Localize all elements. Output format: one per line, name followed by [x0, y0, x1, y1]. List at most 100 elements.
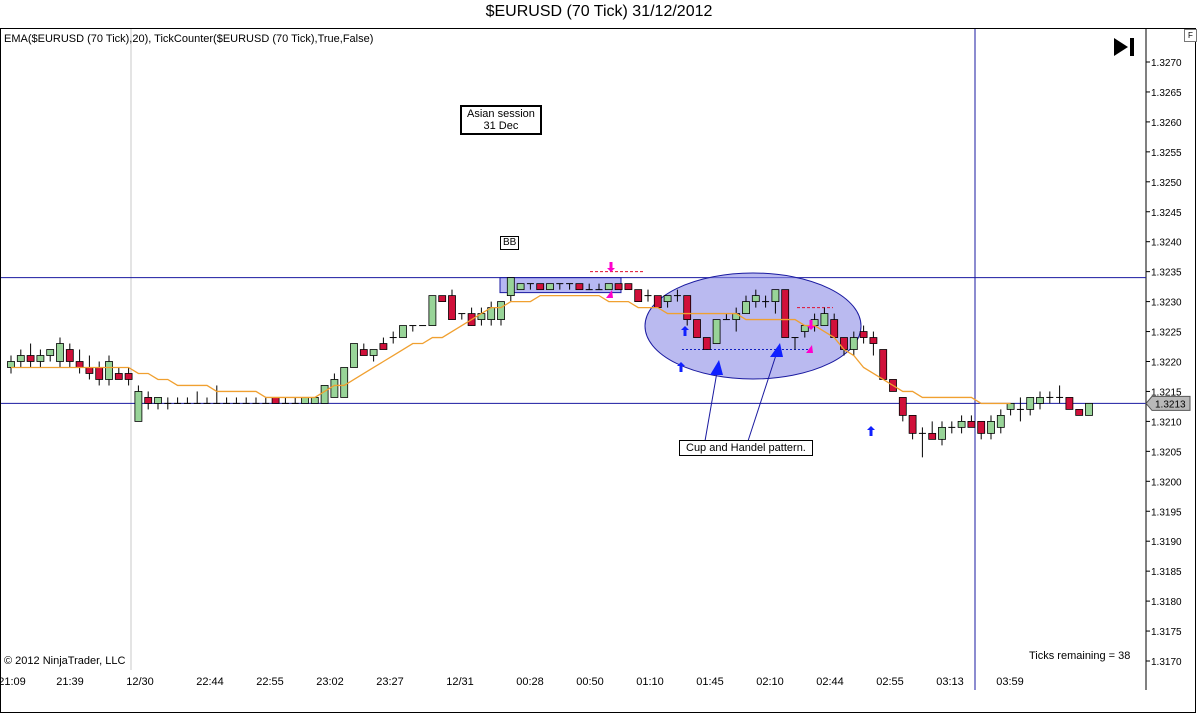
cup-handle-ellipse [644, 272, 862, 380]
asian-session-line2: 31 Dec [483, 120, 519, 132]
candle-body [359, 349, 368, 356]
y-tick-label: 1.3185 [1151, 567, 1182, 578]
last-price-label: 1.3213 [1155, 399, 1186, 410]
sell-arrow-icon [807, 320, 815, 330]
y-tick-label: 1.3200 [1151, 477, 1182, 488]
candle-body [938, 426, 946, 440]
candle-body [820, 313, 829, 326]
candle-body [712, 319, 721, 344]
candle-body [75, 361, 84, 368]
x-tick-label: 22:55 [256, 676, 284, 688]
buy-arrow-icon [681, 326, 689, 336]
ticks-remaining-label: Ticks remaining = 38 [1029, 650, 1131, 662]
candle-body [85, 367, 94, 374]
candle-body [575, 283, 584, 291]
x-tick-label: 01:45 [696, 676, 724, 688]
candle-body [859, 331, 868, 338]
y-tick-label: 1.3245 [1151, 208, 1182, 219]
candle-body [36, 355, 45, 362]
play-end-icon[interactable] [1113, 37, 1135, 57]
y-tick-label: 1.3205 [1151, 447, 1182, 458]
candle-body [849, 337, 858, 350]
candle-body [1026, 397, 1035, 410]
x-tick-label: 03:59 [996, 676, 1024, 688]
candle-body [320, 385, 329, 404]
buy-arrow-icon [677, 362, 685, 372]
candle-body [105, 361, 113, 380]
callout-arrowhead-icon [710, 360, 723, 375]
copyright-label: © 2012 NinjaTrader, LLC [4, 655, 126, 667]
chart-title: $EURUSD (70 Tick) 31/12/2012 [485, 3, 713, 20]
candle-body [26, 355, 35, 362]
candle-body [1085, 403, 1093, 416]
candle-body [399, 325, 407, 338]
asian-session-line1: Asian session [467, 108, 535, 120]
candle-body [65, 349, 74, 362]
candle-body [271, 397, 280, 404]
candle-body [908, 415, 917, 434]
x-tick-label: 02:10 [756, 676, 784, 688]
x-tick-label: 12/31 [446, 676, 474, 688]
cup-handle-label: Cup and Handel pattern. [679, 440, 813, 456]
x-tick-label: 03:13 [936, 676, 964, 688]
y-tick-label: 1.3230 [1151, 298, 1182, 309]
candle-body [310, 397, 319, 404]
candle-body [702, 337, 711, 350]
candle-body [840, 337, 848, 350]
callout-line [704, 371, 718, 442]
candle-body [506, 277, 515, 297]
y-tick-label: 1.3270 [1151, 58, 1182, 69]
candle-body [154, 397, 162, 404]
x-tick-label: 23:02 [316, 676, 344, 688]
candle-body [634, 289, 643, 302]
y-tick-label: 1.3180 [1151, 597, 1182, 608]
candle-body [879, 349, 888, 380]
candle-body [987, 420, 995, 434]
y-tick-label: 1.3235 [1151, 268, 1182, 279]
x-tick-label: 21:09 [0, 676, 26, 688]
y-tick-label: 1.3170 [1151, 657, 1182, 668]
y-tick-label: 1.3265 [1151, 88, 1182, 99]
candle-body [95, 367, 104, 380]
x-tick-label: 21:39 [56, 676, 84, 688]
x-tick-label: 00:28 [516, 676, 544, 688]
candle-body [379, 343, 388, 350]
x-tick-label: 01:10 [636, 676, 664, 688]
callout-arrowhead-icon [770, 343, 783, 357]
candle-body [301, 397, 309, 404]
y-tick-label: 1.3225 [1151, 328, 1182, 339]
small-pink-marker-icon [806, 345, 813, 353]
candle-body [663, 295, 672, 302]
callout-line [747, 351, 778, 442]
candle-body [428, 295, 437, 326]
candle-body [751, 295, 760, 302]
y-tick-label: 1.3255 [1151, 148, 1182, 159]
ema-line [11, 294, 1011, 405]
x-tick-label: 23:27 [376, 676, 404, 688]
axis-tab-button[interactable]: F [1184, 29, 1197, 42]
candle-body [800, 325, 809, 332]
candle-body [350, 343, 358, 368]
candle-body [369, 349, 378, 356]
candle-body [830, 319, 839, 338]
buy-arrow-icon [867, 426, 875, 436]
candle-body [7, 361, 15, 368]
y-tick-label: 1.3240 [1151, 238, 1182, 249]
candle-body [1036, 397, 1044, 404]
candle-body [967, 420, 976, 428]
x-tick-label: 22:44 [196, 676, 224, 688]
sell-arrow-icon [607, 262, 615, 272]
bb-label: BB [500, 236, 520, 250]
candle-body [996, 415, 1005, 428]
candle-body [1065, 397, 1074, 410]
candle-body [1075, 409, 1084, 416]
candle-body [614, 283, 623, 291]
candle-body [516, 283, 525, 291]
candle-body [46, 349, 55, 356]
indicator-label: EMA($EURUSD (70 Tick),20), TickCounter($… [4, 33, 374, 45]
y-tick-label: 1.3220 [1151, 358, 1182, 369]
candle-body [56, 343, 64, 362]
candle-body [742, 301, 750, 314]
x-tick-label: 02:44 [816, 676, 844, 688]
